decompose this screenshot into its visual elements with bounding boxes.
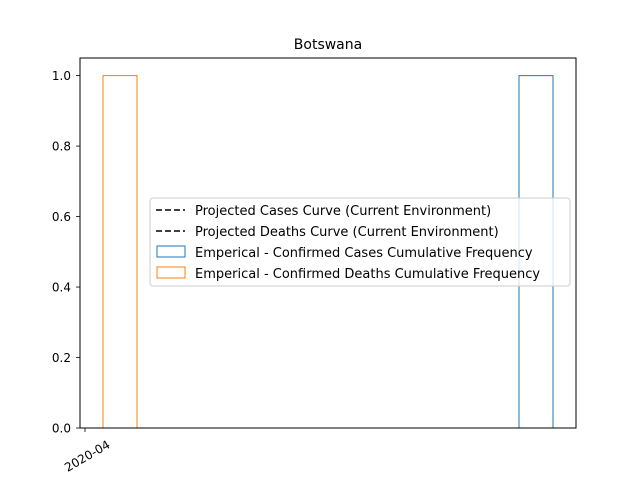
- legend-box: [149, 197, 571, 287]
- legend-label-projected-cases: Projected Cases Curve (Current Environme…: [195, 204, 491, 219]
- plot-area-frame: [79, 57, 577, 429]
- legend-marker-confirmed-cases: [156, 245, 186, 258]
- y-tick-label: 1.0: [52, 69, 71, 83]
- legend-label-confirmed-cases: Emperical - Confirmed Cases Cumulative F…: [195, 246, 533, 261]
- legend-marker-confirmed-deaths: [156, 266, 186, 279]
- chart-title: Botswana: [294, 37, 362, 53]
- y-tick-label: 0.4: [52, 281, 71, 295]
- y-tick-label: 0.2: [52, 351, 71, 365]
- y-tick-label: 0.0: [52, 422, 71, 436]
- y-axis: 0.0 0.2 0.4 0.6 0.8 1.0: [52, 69, 80, 436]
- legend: Projected Cases Curve (Current Environme…: [149, 197, 571, 287]
- legend-label-confirmed-deaths: Emperical - Confirmed Deaths Cumulative …: [195, 267, 540, 282]
- legend-label-projected-deaths: Projected Deaths Curve (Current Environm…: [195, 225, 499, 240]
- bar-confirmed-deaths: [102, 75, 138, 428]
- y-tick-label: 0.6: [52, 210, 71, 224]
- y-tick-label: 0.8: [52, 140, 71, 154]
